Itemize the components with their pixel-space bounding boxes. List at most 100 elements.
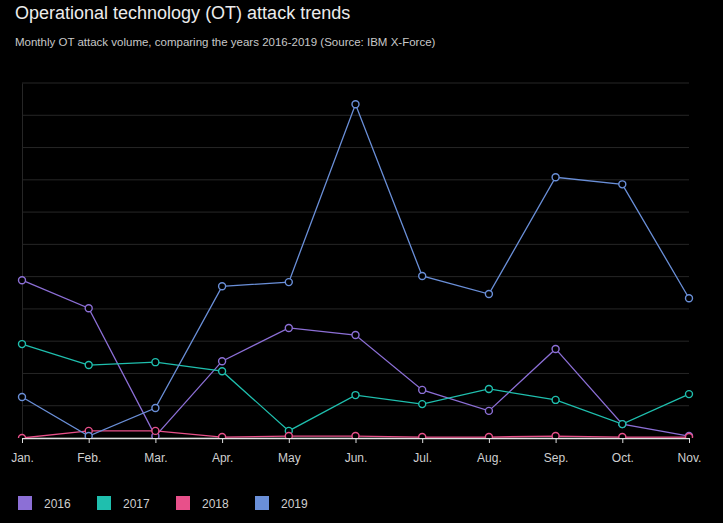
series-point: [686, 391, 693, 398]
x-tick: Sep.: [544, 438, 569, 465]
series-point: [352, 332, 359, 339]
x-axis: Jan. Feb. Mar. Apr. May Jun. Jul. Aug. Sep. Oct. N…: [11, 438, 701, 465]
x-tick-mark: [89, 438, 90, 443]
legend: 2016 2017 2018 2019: [18, 496, 308, 511]
legend-label: 2016: [44, 497, 71, 511]
series-point: [686, 295, 693, 302]
series-point: [219, 283, 226, 290]
grid-line: [22, 308, 689, 309]
series-point: [285, 433, 292, 438]
x-tick-label: Sep.: [544, 451, 569, 465]
grid-line: [22, 405, 689, 406]
x-tick: Jan.: [11, 438, 34, 465]
series-point: [19, 435, 26, 439]
series-point: [686, 433, 693, 438]
series-point: [219, 358, 226, 365]
legend-label: 2019: [281, 497, 308, 511]
x-tick-mark: [422, 438, 423, 443]
x-tick-mark: [622, 438, 623, 443]
series-point: [152, 427, 159, 434]
x-tick: Aug.: [477, 438, 502, 465]
series-point: [619, 181, 626, 188]
x-tick-label: May: [278, 451, 301, 465]
x-tick-mark: [556, 438, 557, 443]
x-tick-mark: [356, 438, 357, 443]
x-tick: May: [278, 438, 301, 465]
series-point: [19, 341, 26, 348]
series-point: [552, 433, 559, 438]
x-tick-label: Oct.: [612, 451, 634, 465]
legend-label: 2017: [123, 497, 150, 511]
x-tick-mark: [155, 438, 156, 443]
series-point: [485, 291, 492, 298]
series-point: [85, 305, 92, 312]
series-point: [152, 359, 159, 366]
legend-swatch: [255, 496, 269, 510]
series-point: [352, 101, 359, 108]
series-line: [22, 280, 689, 436]
y-axis-line: [22, 84, 23, 439]
series-point: [485, 407, 492, 414]
x-tick-mark: [489, 438, 490, 443]
legend-swatch: [176, 496, 190, 510]
legend-swatch: [97, 496, 111, 510]
series-point: [686, 434, 693, 438]
background: [0, 0, 723, 523]
x-tick: Jul.: [413, 438, 432, 465]
x-tick: Oct.: [612, 438, 634, 465]
series-point: [419, 386, 426, 393]
legend-label: 2018: [202, 497, 229, 511]
grid-line: [22, 341, 689, 342]
x-tick-label: Aug.: [477, 451, 502, 465]
x-tick-label: Jul.: [413, 451, 432, 465]
grid-line: [22, 212, 689, 213]
grid: [22, 83, 689, 438]
x-tick-mark: [289, 438, 290, 443]
series-point: [419, 401, 426, 408]
series-point: [485, 385, 492, 392]
series-point: [352, 433, 359, 438]
series-point: [419, 272, 426, 279]
series-point: [285, 279, 292, 286]
x-tick: Jun.: [345, 438, 368, 465]
x-tick-label: Jan.: [11, 451, 34, 465]
chart: Operational technology (OT) attack trend…: [0, 0, 723, 523]
x-tick: Nov.: [678, 438, 702, 465]
y-axis: [22, 84, 24, 439]
grid-line: [22, 147, 689, 148]
x-tick-label: Nov.: [678, 451, 702, 465]
x-tick: Apr.: [212, 438, 233, 465]
series-point: [352, 392, 359, 399]
series-line: [22, 344, 689, 431]
chart-container: Operational technology (OT) attack trend…: [0, 0, 723, 523]
plot-area: [19, 101, 693, 438]
series-point: [152, 404, 159, 411]
series-point: [219, 368, 226, 375]
series-point: [619, 434, 626, 438]
x-tick: Feb.: [77, 438, 101, 465]
series-point: [285, 324, 292, 331]
x-tick-mark: [22, 438, 23, 443]
grid-line: [22, 244, 689, 245]
series-point: [19, 394, 26, 401]
grid-line: [22, 115, 689, 116]
x-tick-label: Mar.: [144, 451, 167, 465]
x-tick-label: Apr.: [212, 451, 233, 465]
grid-line: [22, 276, 689, 277]
x-tick-mark: [222, 438, 223, 443]
series-point: [552, 396, 559, 403]
series-point: [485, 434, 492, 438]
x-tick-label: Feb.: [77, 451, 101, 465]
series-point: [619, 421, 626, 428]
series-point: [219, 434, 226, 438]
subtitle: Monthly OT attack volume, comparing the …: [15, 36, 436, 48]
series-point: [552, 345, 559, 352]
series-point: [19, 277, 26, 284]
series-point: [85, 433, 92, 438]
series-point: [619, 421, 626, 428]
x-tick: Mar.: [144, 438, 167, 465]
x-tick-mark: [689, 438, 690, 443]
legend-swatch: [18, 496, 32, 510]
series-line: [22, 104, 689, 436]
series-point: [85, 362, 92, 369]
